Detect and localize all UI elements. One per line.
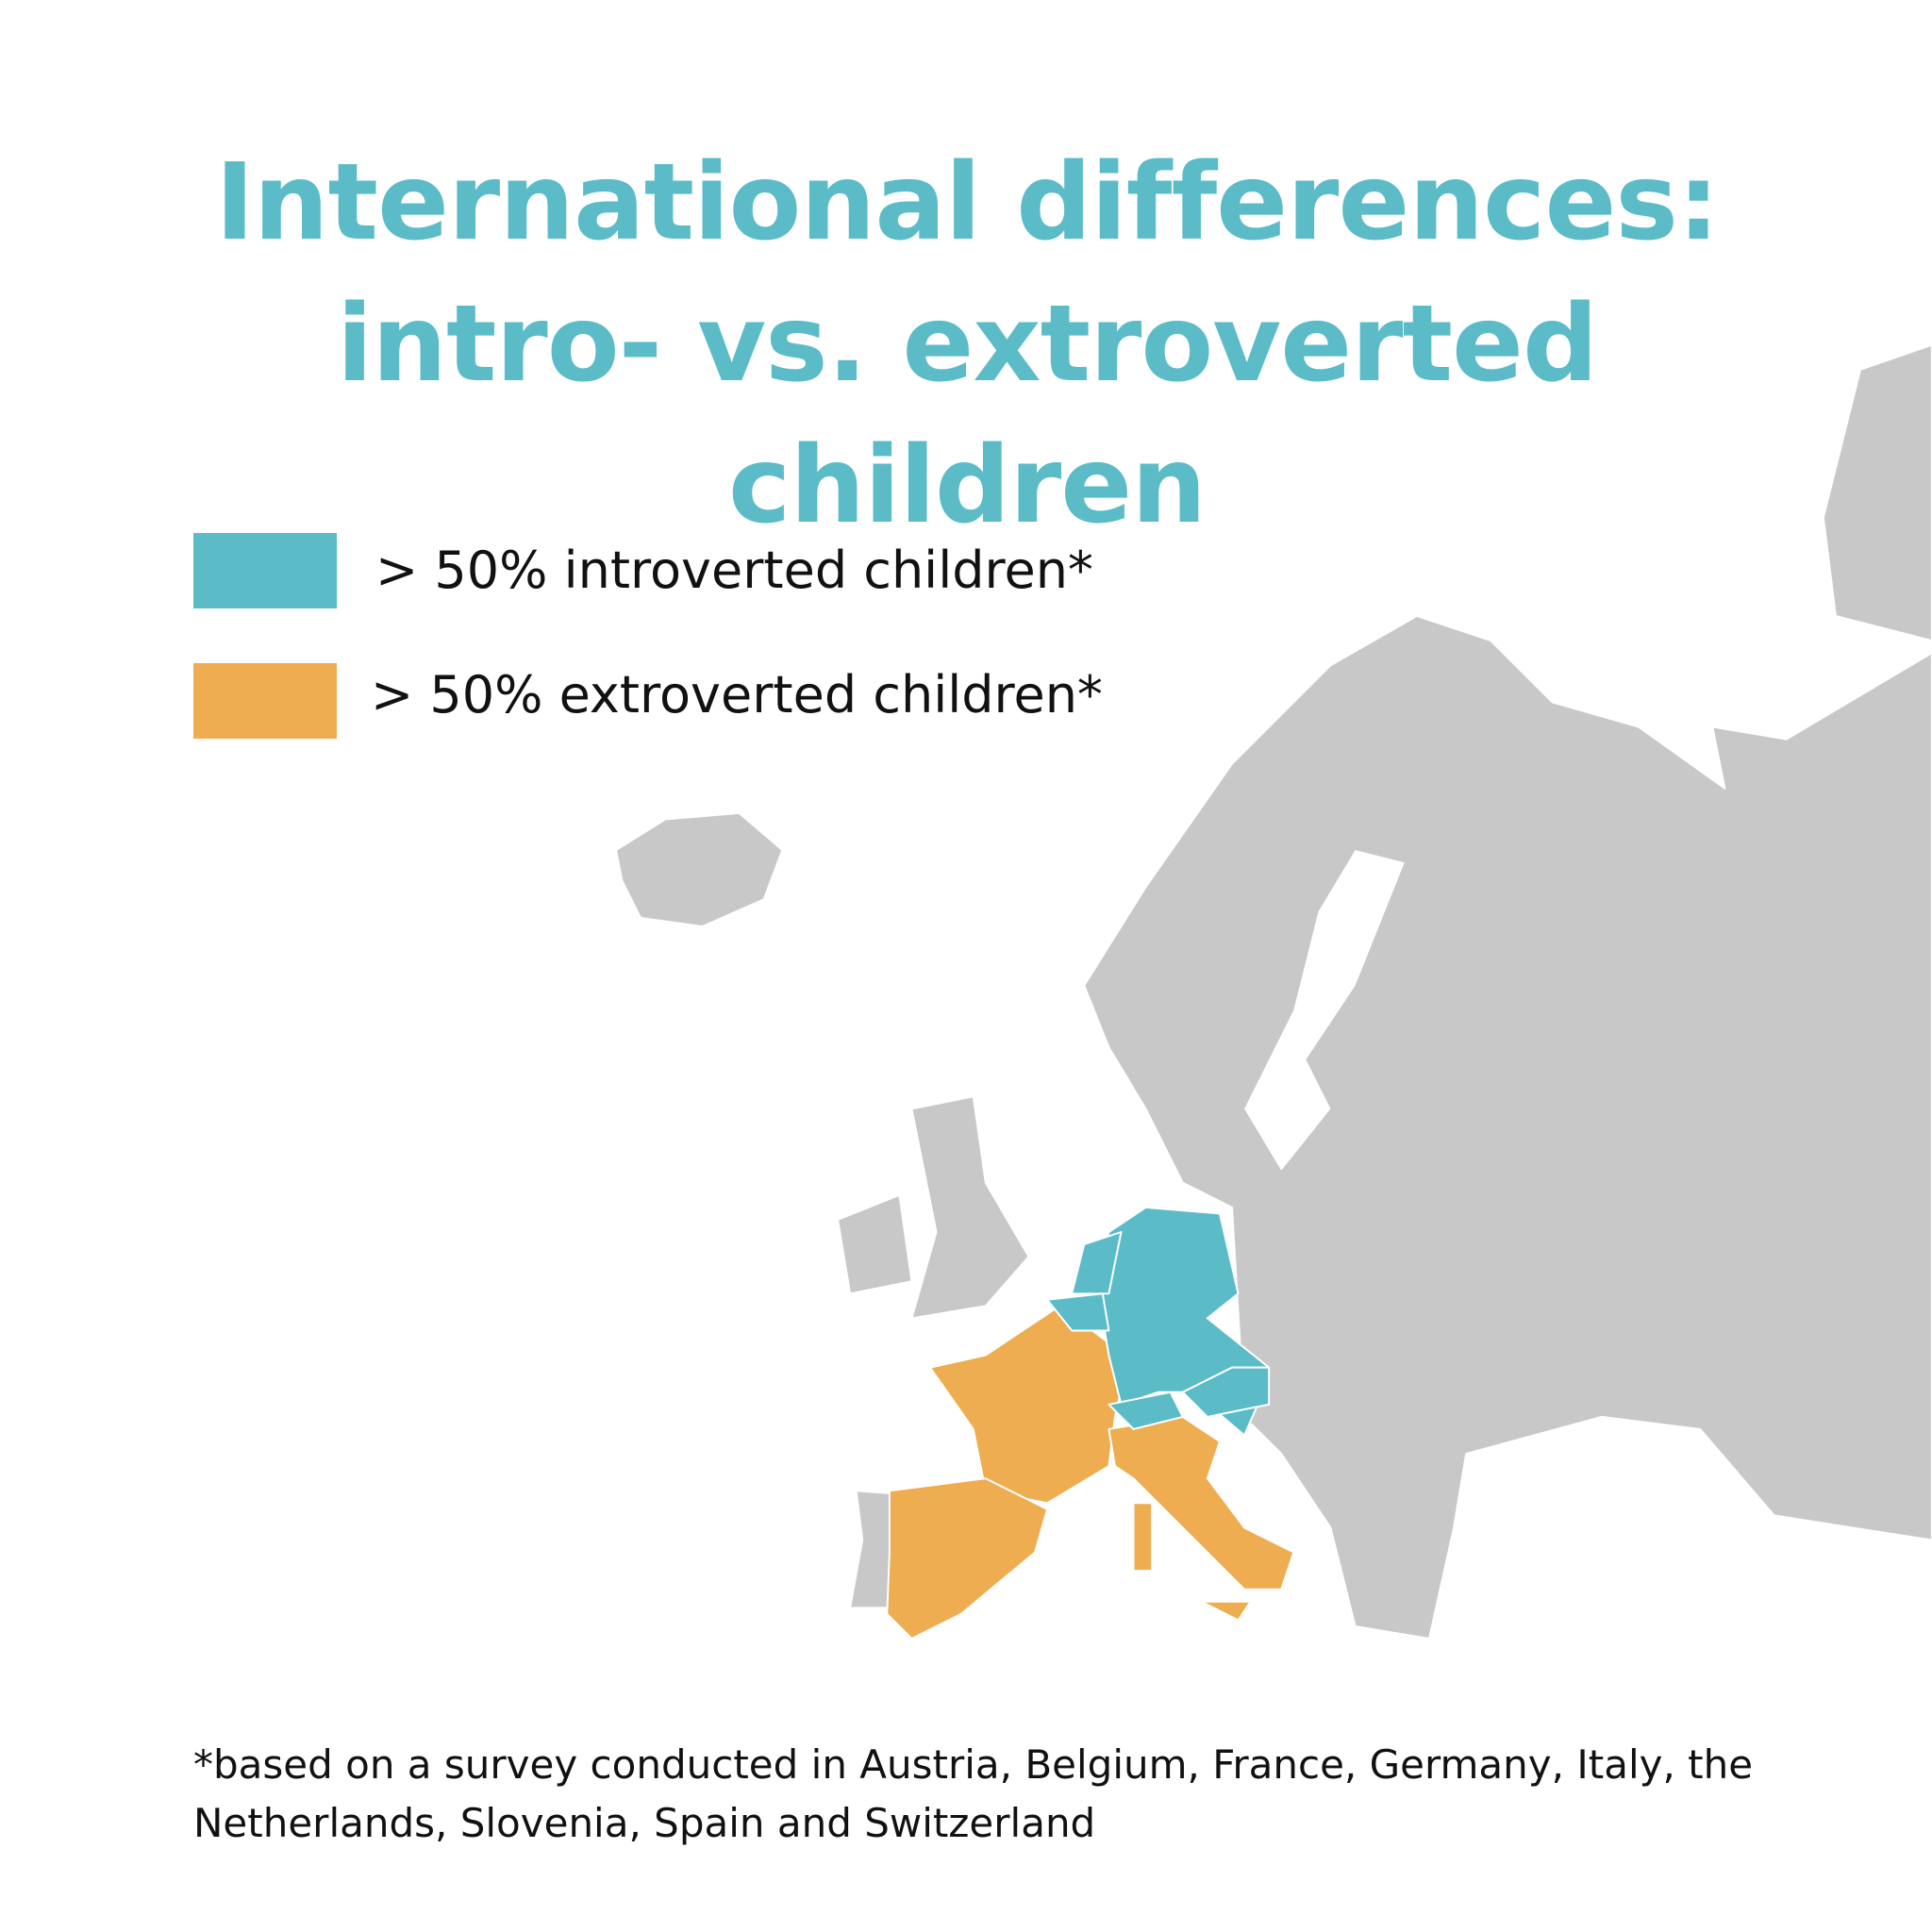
netherlands [1071, 1231, 1123, 1295]
other-countries [615, 343, 1932, 1640]
sicily [1200, 1600, 1252, 1622]
austria [1181, 1366, 1271, 1418]
legend-label: > 50% introverted children* [375, 541, 1093, 600]
legend-label: > 50% extroverted children* [371, 665, 1103, 724]
sardinia [1132, 1502, 1154, 1573]
italy [1108, 1415, 1295, 1591]
scandinavia-north [1822, 343, 1932, 642]
france [929, 1305, 1128, 1505]
surveyed-countries [886, 1206, 1295, 1640]
title: International differences: intro- vs. ex… [215, 142, 1720, 547]
baltic-sea [1244, 850, 1405, 1171]
belgium [1046, 1292, 1110, 1332]
ireland [837, 1193, 913, 1295]
portugal [849, 1490, 891, 1609]
mainland [1083, 615, 1932, 1640]
footnote: *based on a survey conducted in Austria,… [193, 1741, 1754, 1846]
spain [886, 1477, 1049, 1640]
iceland [615, 811, 784, 928]
slovenia [1218, 1406, 1258, 1437]
great-britain [910, 1095, 1030, 1320]
legend-swatch [193, 533, 337, 608]
legend-swatch [193, 663, 337, 739]
switzerland [1108, 1391, 1184, 1430]
